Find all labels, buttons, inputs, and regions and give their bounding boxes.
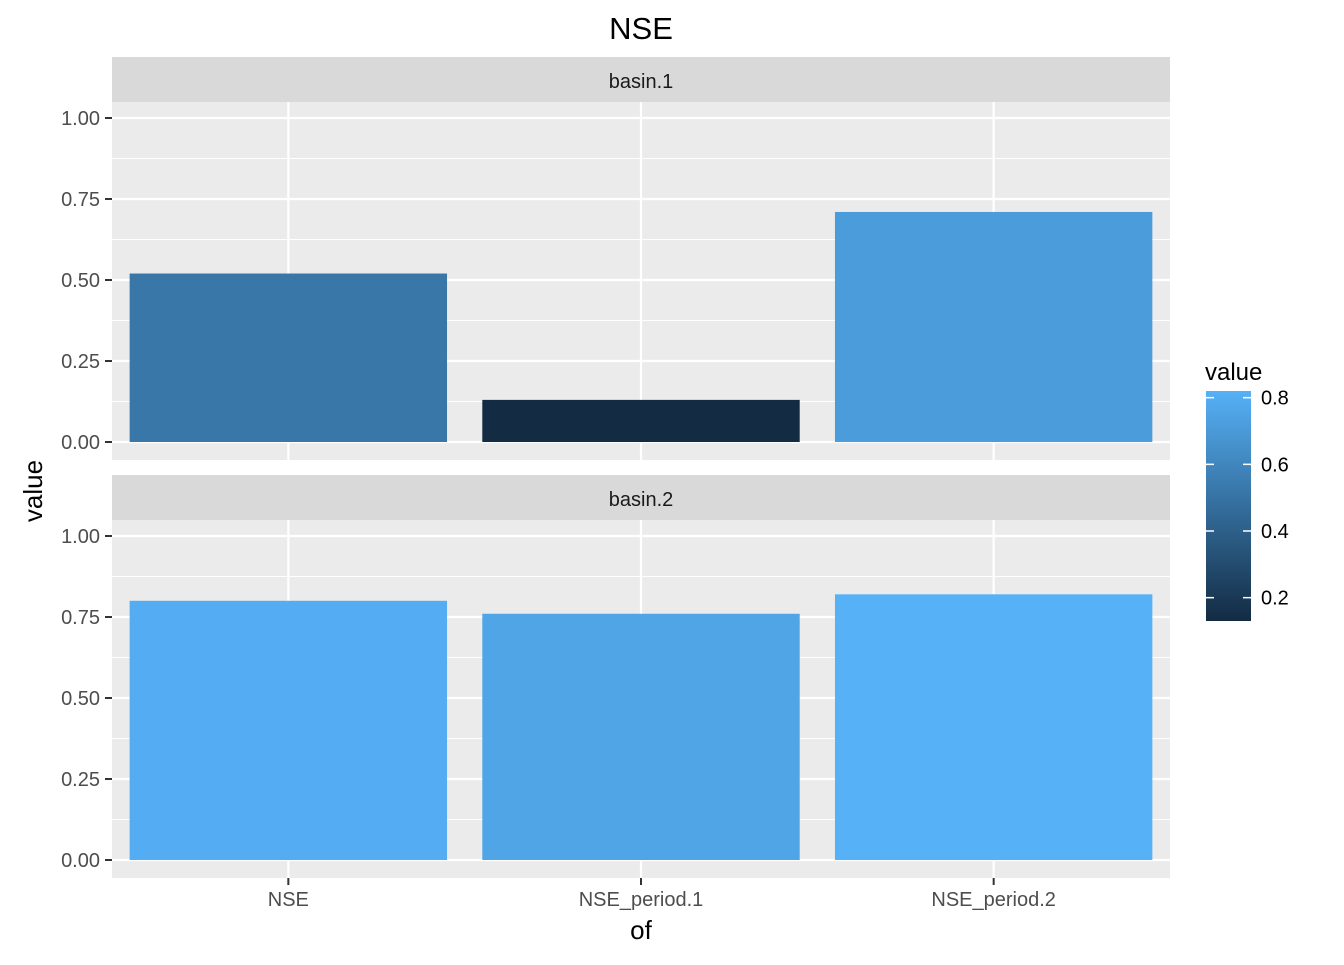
- bar: [834, 594, 1153, 860]
- facet-strip: [112, 475, 1170, 520]
- facet-panel: basin.1 0.00 0.25 0.50 0.75 1.00: [61, 57, 1170, 460]
- bar: [834, 211, 1153, 442]
- y-tick-label: 0.25: [61, 351, 100, 373]
- y-tick-label: 0.00: [61, 432, 100, 454]
- facet-strip-label: basin.1: [609, 71, 674, 93]
- facet-strip-label: basin.2: [609, 489, 674, 511]
- legend-tick-label: 0.2: [1261, 588, 1289, 610]
- legend-colorbar: [1206, 391, 1251, 621]
- y-tick-label: 1.00: [61, 526, 100, 548]
- chart-title: NSE: [609, 11, 673, 46]
- legend-title: value: [1205, 359, 1262, 386]
- y-tick-label: 0.50: [61, 688, 100, 710]
- y-tick-label: 0.25: [61, 769, 100, 791]
- y-axis-title: value: [18, 460, 48, 522]
- facet-panel: basin.2 0.00 0.25 0.50 0.75 1.00: [61, 475, 1170, 878]
- x-axis-title: of: [630, 915, 652, 945]
- legend-tick-label: 0.8: [1261, 388, 1289, 410]
- x-tick-label: NSE_period.2: [931, 889, 1056, 911]
- x-tick-label: NSE_period.1: [579, 889, 704, 911]
- y-tick-label: 1.00: [61, 108, 100, 130]
- legend-ticks: 0.2 0.4 0.6 0.8: [1206, 388, 1289, 610]
- y-tick-label: 0.50: [61, 270, 100, 292]
- facet-strip: [112, 57, 1170, 102]
- legend: value 0.2 0.4 0.6 0.8: [1205, 359, 1289, 621]
- facets: basin.1 0.00 0.25 0.50 0.75 1.00 basin.2 0.00 0.…: [61, 57, 1170, 878]
- legend-tick-label: 0.4: [1261, 521, 1289, 543]
- x-tick-label: NSE: [268, 889, 309, 911]
- y-tick-label: 0.00: [61, 850, 100, 872]
- y-tick-label: 0.75: [61, 189, 100, 211]
- x-axis: NSE NSE_period.1 NSE_period.2: [268, 878, 1056, 911]
- legend-tick-label: 0.6: [1261, 454, 1289, 476]
- bar: [482, 399, 800, 442]
- bar: [129, 273, 448, 442]
- bar: [482, 613, 800, 860]
- y-tick-label: 0.75: [61, 607, 100, 629]
- bar: [129, 600, 448, 860]
